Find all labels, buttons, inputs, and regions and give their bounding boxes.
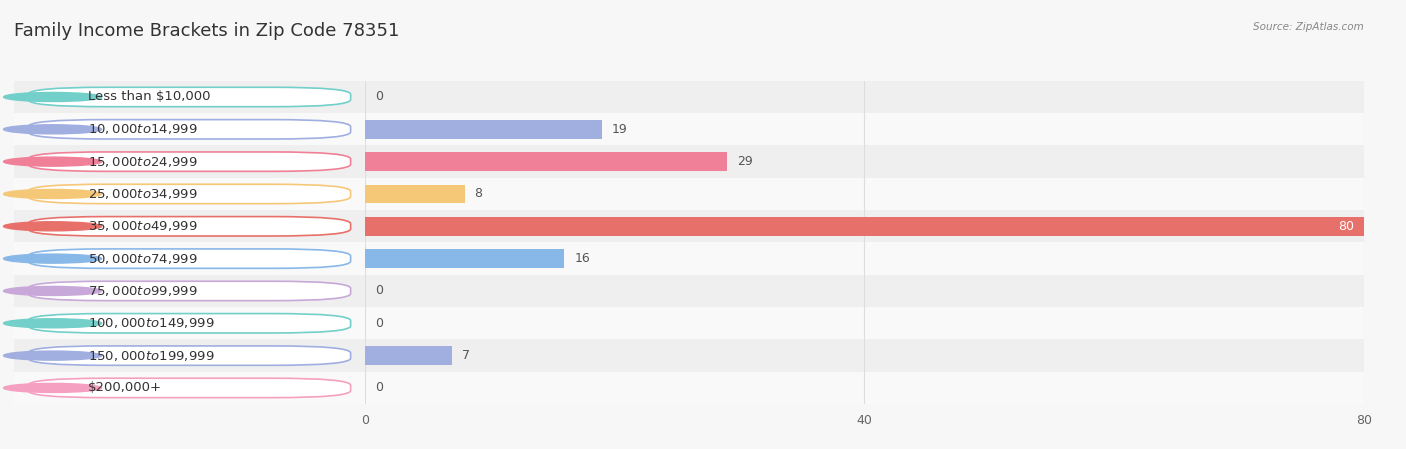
Bar xyxy=(364,372,1364,404)
Circle shape xyxy=(4,286,101,295)
Text: $150,000 to $199,999: $150,000 to $199,999 xyxy=(87,348,214,363)
Circle shape xyxy=(4,319,101,328)
Bar xyxy=(364,210,1364,242)
Bar xyxy=(364,346,453,365)
Bar xyxy=(364,81,1364,113)
Circle shape xyxy=(4,383,101,392)
Bar xyxy=(364,217,1364,236)
FancyBboxPatch shape xyxy=(28,184,350,204)
Circle shape xyxy=(4,157,101,166)
Text: $15,000 to $24,999: $15,000 to $24,999 xyxy=(87,154,197,169)
Text: $35,000 to $49,999: $35,000 to $49,999 xyxy=(87,219,197,233)
FancyBboxPatch shape xyxy=(28,152,350,172)
Bar xyxy=(364,275,1364,307)
Circle shape xyxy=(4,125,101,134)
FancyBboxPatch shape xyxy=(28,119,350,139)
Bar xyxy=(364,113,1364,145)
Text: 19: 19 xyxy=(612,123,627,136)
Bar xyxy=(14,339,364,372)
Text: $25,000 to $34,999: $25,000 to $34,999 xyxy=(87,187,197,201)
Circle shape xyxy=(4,351,101,360)
FancyBboxPatch shape xyxy=(28,216,350,236)
Circle shape xyxy=(4,189,101,198)
Text: 8: 8 xyxy=(475,188,482,200)
Text: Source: ZipAtlas.com: Source: ZipAtlas.com xyxy=(1253,22,1364,32)
Bar xyxy=(364,120,602,139)
Text: 80: 80 xyxy=(1339,220,1354,233)
Text: 7: 7 xyxy=(463,349,470,362)
Text: $10,000 to $14,999: $10,000 to $14,999 xyxy=(87,122,197,136)
Bar xyxy=(14,81,364,113)
Bar xyxy=(364,249,564,268)
Text: $200,000+: $200,000+ xyxy=(87,382,162,394)
FancyBboxPatch shape xyxy=(28,313,350,333)
Bar xyxy=(364,185,464,203)
Text: Less than $10,000: Less than $10,000 xyxy=(87,91,209,103)
FancyBboxPatch shape xyxy=(28,346,350,365)
Circle shape xyxy=(4,222,101,231)
Bar xyxy=(14,178,364,210)
Bar xyxy=(14,372,364,404)
Bar xyxy=(14,307,364,339)
Circle shape xyxy=(4,254,101,263)
FancyBboxPatch shape xyxy=(28,249,350,269)
Text: $50,000 to $74,999: $50,000 to $74,999 xyxy=(87,251,197,266)
Text: Family Income Brackets in Zip Code 78351: Family Income Brackets in Zip Code 78351 xyxy=(14,22,399,40)
Text: $100,000 to $149,999: $100,000 to $149,999 xyxy=(87,316,214,330)
Bar xyxy=(14,275,364,307)
Text: 16: 16 xyxy=(575,252,591,265)
FancyBboxPatch shape xyxy=(28,87,350,107)
Bar xyxy=(364,145,1364,178)
Bar xyxy=(364,242,1364,275)
FancyBboxPatch shape xyxy=(28,281,350,301)
Text: 0: 0 xyxy=(374,317,382,330)
Bar xyxy=(14,210,364,242)
Bar xyxy=(14,242,364,275)
Text: 0: 0 xyxy=(374,91,382,103)
Text: 0: 0 xyxy=(374,285,382,297)
Bar xyxy=(364,152,727,171)
Bar xyxy=(364,178,1364,210)
FancyBboxPatch shape xyxy=(28,378,350,398)
Bar xyxy=(14,145,364,178)
Text: $75,000 to $99,999: $75,000 to $99,999 xyxy=(87,284,197,298)
Bar xyxy=(14,113,364,145)
Text: 29: 29 xyxy=(737,155,752,168)
Bar xyxy=(364,307,1364,339)
Circle shape xyxy=(4,92,101,101)
Bar xyxy=(364,339,1364,372)
Text: 0: 0 xyxy=(374,382,382,394)
